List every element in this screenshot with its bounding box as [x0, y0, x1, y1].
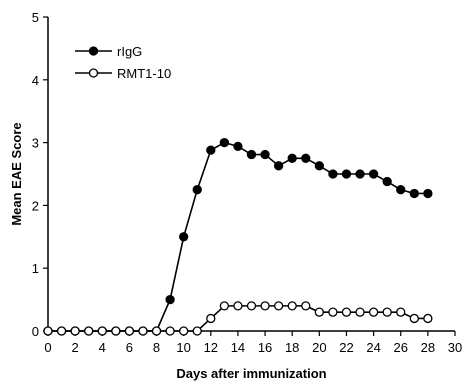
data-point [328, 307, 338, 317]
data-point [368, 307, 379, 317]
data-point [423, 313, 433, 324]
x-tick-label: 10 [176, 340, 190, 355]
y-axis-title: Mean EAE Score [9, 122, 24, 225]
data-point [206, 145, 216, 155]
data-point [233, 141, 243, 152]
data-point [179, 326, 189, 336]
legend-item: RMT1-10 [75, 66, 171, 81]
data-point [219, 137, 230, 148]
y-tick-label: 3 [32, 136, 39, 151]
data-point [192, 326, 202, 336]
axes [47, 17, 455, 332]
data-point [260, 149, 270, 160]
legend-label: rIgG [117, 44, 142, 59]
legend-marker [88, 68, 99, 78]
x-tick-label: 12 [204, 340, 218, 355]
data-point [287, 153, 297, 163]
data-point [341, 307, 352, 317]
data-point [314, 307, 324, 317]
data-point [273, 301, 284, 311]
series-rmt1-10 [43, 301, 433, 336]
legend-item: rIgG [75, 44, 142, 59]
data-point [43, 326, 53, 336]
data-point [138, 326, 148, 336]
x-tick-label: 14 [231, 340, 245, 355]
y-axis-ticks: 0 1 2 3 4 5 [32, 10, 48, 339]
data-point [273, 161, 284, 171]
data-point [246, 149, 257, 160]
data-point [233, 301, 243, 311]
data-point [179, 232, 189, 242]
y-tick-label: 2 [32, 198, 39, 213]
data-point [423, 188, 433, 199]
data-point [382, 307, 392, 317]
data-point [301, 153, 311, 163]
data-point [151, 326, 162, 336]
data-point [165, 294, 175, 305]
data-point [355, 307, 365, 317]
y-tick-label: 5 [32, 10, 39, 25]
data-point [382, 176, 392, 187]
y-tick-label: 1 [32, 261, 39, 276]
x-tick-label: 4 [99, 340, 106, 355]
data-point [219, 301, 230, 311]
x-tick-label: 18 [285, 340, 299, 355]
data-point [368, 169, 379, 179]
data-point [192, 185, 202, 195]
legend-marker [88, 46, 99, 56]
data-point [165, 326, 175, 336]
data-point [111, 326, 121, 336]
x-tick-label: 8 [153, 340, 160, 355]
data-point [260, 301, 270, 311]
data-point [328, 169, 338, 179]
data-point [246, 301, 257, 311]
data-point [301, 301, 311, 311]
x-axis-title: Days after immunization [176, 366, 326, 381]
x-tick-label: 26 [393, 340, 407, 355]
x-tick-label: 30 [448, 340, 462, 355]
data-point [396, 307, 406, 317]
data-point [206, 313, 216, 324]
legend-label: RMT1-10 [117, 66, 171, 81]
data-point [314, 161, 324, 171]
x-tick-label: 28 [421, 340, 435, 355]
data-point [341, 169, 352, 179]
x-tick-label: 0 [44, 340, 51, 355]
legend: rIgG RMT1-10 [75, 44, 171, 81]
data-point [70, 326, 80, 336]
x-tick-label: 22 [339, 340, 353, 355]
data-point [97, 326, 107, 336]
data-point [409, 188, 419, 199]
data-point [84, 326, 94, 336]
data-point [396, 185, 406, 195]
series-layer [43, 137, 433, 336]
x-axis-ticks: 0 2 4 6 8 10 12 14 16 18 20 22 24 26 28 30 [44, 331, 462, 355]
data-point [56, 326, 67, 336]
data-point [287, 301, 297, 311]
y-tick-label: 0 [32, 324, 39, 339]
x-tick-label: 24 [366, 340, 380, 355]
data-point [409, 313, 419, 324]
x-tick-label: 16 [258, 340, 272, 355]
x-tick-label: 2 [72, 340, 79, 355]
x-tick-label: 20 [312, 340, 326, 355]
x-tick-label: 6 [126, 340, 133, 355]
data-point [355, 169, 365, 179]
data-point [124, 326, 135, 336]
y-tick-label: 4 [32, 73, 39, 88]
